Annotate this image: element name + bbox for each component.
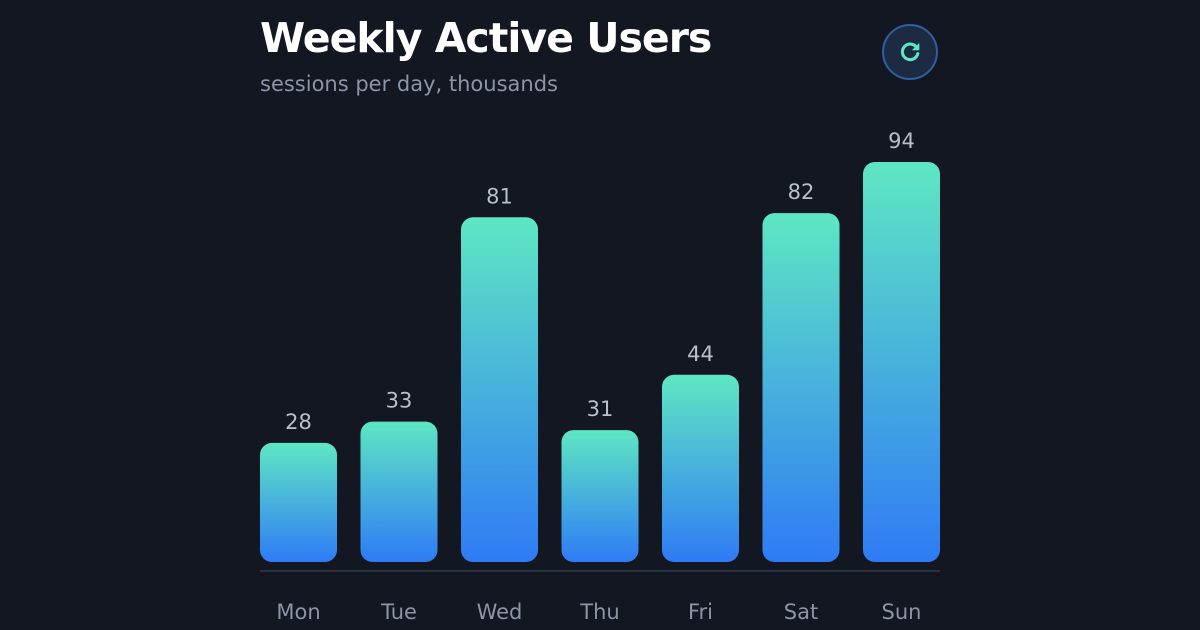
bar-fri xyxy=(662,374,739,562)
value-label-wed: 81 xyxy=(486,184,513,208)
bar-thu xyxy=(561,430,639,562)
value-label-tue: 33 xyxy=(386,389,413,413)
chart-subtitle: sessions per day, thousands xyxy=(260,72,558,96)
value-label-fri: 44 xyxy=(687,342,714,366)
value-label-sat: 82 xyxy=(788,180,815,204)
x-tick-label-wed: Wed xyxy=(477,600,523,624)
bar-tue xyxy=(360,421,438,562)
value-label-mon: 28 xyxy=(285,410,312,434)
x-tick-label-mon: Mon xyxy=(276,600,320,624)
value-label-sun: 94 xyxy=(888,129,915,153)
x-tick-label-sat: Sat xyxy=(784,600,818,624)
refresh-button[interactable] xyxy=(882,24,938,80)
x-tick-label-tue: Tue xyxy=(380,600,417,624)
x-tick-label-thu: Thu xyxy=(579,600,619,624)
refresh-icon xyxy=(900,42,920,62)
x-tick-label-sun: Sun xyxy=(882,600,922,624)
value-label-thu: 31 xyxy=(587,397,614,421)
x-tick-label-fri: Fri xyxy=(688,600,713,624)
bar-mon xyxy=(260,442,337,562)
bar-wed xyxy=(461,217,538,563)
bar-sat xyxy=(762,213,840,562)
bar-sun xyxy=(863,162,940,562)
chart-title: Weekly Active Users xyxy=(260,14,712,62)
